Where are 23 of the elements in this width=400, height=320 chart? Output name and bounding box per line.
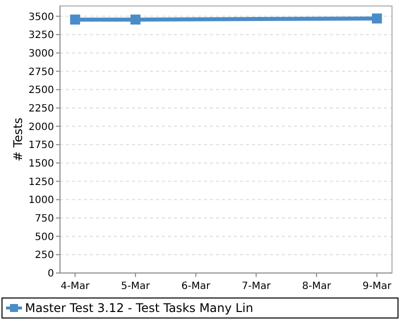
y-tick-label: 750 — [34, 213, 54, 224]
y-tick-label: 2500 — [28, 85, 54, 96]
y-tick-label: 3500 — [28, 12, 54, 23]
y-tick-label: 1500 — [28, 158, 54, 170]
y-tick-label: 2000 — [28, 122, 54, 133]
y-tick-label: 1750 — [28, 140, 54, 152]
y-tick-label: 3250 — [28, 30, 54, 42]
y-tick-label: 250 — [34, 250, 54, 262]
y-tick-label: 0 — [48, 268, 54, 280]
x-tick-label: 9-Mar — [362, 281, 392, 292]
y-tick-label: 500 — [34, 232, 54, 243]
y-tick-label: 2750 — [28, 66, 54, 78]
y-tick-label: 2250 — [28, 103, 54, 114]
y-tick-label: 1250 — [28, 176, 54, 188]
x-tick-label: 5-Mar — [121, 281, 151, 292]
y-tick-label: 3000 — [28, 48, 54, 60]
x-tick-label: 4-Mar — [60, 281, 90, 292]
y-axis-title: # Tests — [11, 118, 25, 162]
y-tick-label: 1000 — [28, 195, 54, 206]
legend-label: Master Test 3.12 - Test Tasks Many Lin — [25, 301, 254, 316]
x-tick-label: 6-Mar — [181, 281, 212, 292]
x-tick-label: 8-Mar — [302, 281, 332, 292]
x-tick-label: 7-Mar — [242, 281, 272, 292]
